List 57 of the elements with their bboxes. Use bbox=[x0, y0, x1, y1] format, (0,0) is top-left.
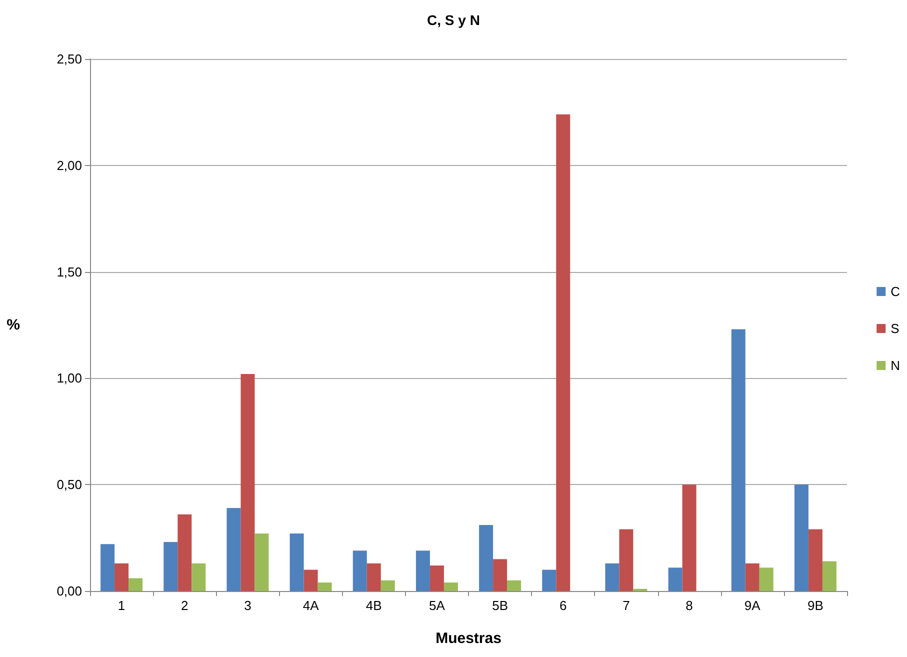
x-tick-label: 3 bbox=[244, 598, 252, 613]
bar bbox=[682, 484, 696, 591]
bar bbox=[619, 529, 634, 591]
bar bbox=[731, 329, 746, 591]
bar bbox=[114, 563, 129, 591]
bar bbox=[178, 514, 192, 591]
bar bbox=[164, 542, 178, 591]
y-tick-label: 1,00 bbox=[56, 370, 82, 386]
x-tick-label: 5B bbox=[492, 598, 508, 613]
bar bbox=[808, 529, 822, 591]
x-tick-label: 4A bbox=[302, 598, 320, 613]
legend-label: C bbox=[890, 284, 900, 299]
x-tick-label: 7 bbox=[622, 598, 630, 613]
bar bbox=[226, 508, 241, 591]
bar bbox=[507, 580, 522, 591]
bar bbox=[822, 561, 836, 591]
bar bbox=[444, 582, 458, 591]
bar bbox=[128, 578, 143, 591]
y-tick-label: 2,00 bbox=[56, 158, 82, 173]
bar bbox=[556, 114, 570, 591]
bar bbox=[254, 534, 269, 591]
y-tick-label: 2,50 bbox=[56, 52, 82, 66]
bar bbox=[352, 550, 367, 591]
bar bbox=[318, 582, 332, 591]
bar bbox=[794, 484, 808, 591]
bar bbox=[240, 374, 255, 591]
x-tick-label: 9B bbox=[808, 598, 824, 613]
bar bbox=[304, 570, 318, 591]
legend-label: S bbox=[890, 321, 900, 336]
bar bbox=[493, 559, 508, 591]
x-tick-label: 6 bbox=[560, 598, 567, 613]
y-tick-label: 1,50 bbox=[56, 264, 82, 280]
x-tick-label: 8 bbox=[686, 598, 693, 613]
bar bbox=[192, 563, 206, 591]
x-tick-label: 9A bbox=[744, 598, 761, 613]
bar bbox=[430, 565, 444, 591]
y-tick-label: 0,00 bbox=[56, 584, 82, 598]
chart-title: C, S y N bbox=[427, 12, 480, 28]
bar bbox=[605, 563, 620, 591]
x-tick-label: 5A bbox=[429, 598, 446, 613]
bar bbox=[380, 580, 395, 591]
bar bbox=[100, 544, 115, 591]
bar bbox=[759, 568, 774, 591]
x-tick-label: 4B bbox=[366, 598, 382, 613]
bar bbox=[542, 570, 556, 591]
x-tick-label: 2 bbox=[181, 598, 188, 613]
legend-label: N bbox=[890, 358, 900, 373]
bar bbox=[416, 550, 430, 591]
y-axis-title: % bbox=[6, 316, 20, 334]
x-tick-label: 1 bbox=[118, 598, 126, 613]
bar bbox=[745, 563, 760, 591]
bar bbox=[366, 563, 381, 591]
x-axis-title: Muestras bbox=[436, 630, 502, 647]
bar bbox=[479, 525, 494, 591]
bar bbox=[290, 534, 304, 591]
bar bbox=[668, 568, 682, 591]
y-tick-label: 0,50 bbox=[56, 477, 82, 492]
